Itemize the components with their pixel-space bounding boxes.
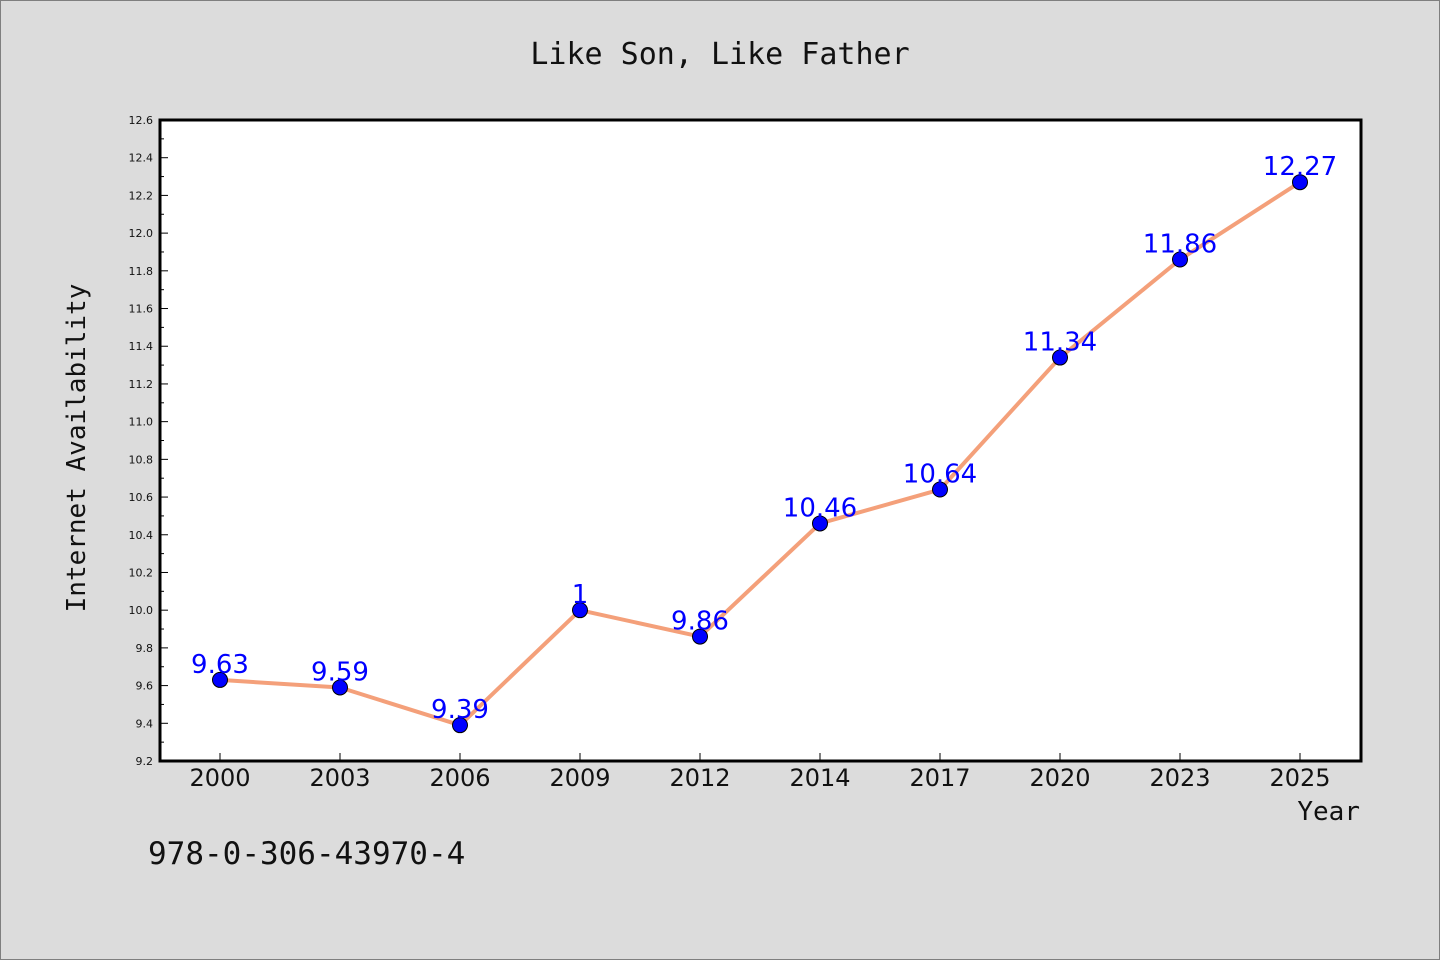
y-tick-label: 10.6 <box>129 491 154 504</box>
y-tick-label: 11.8 <box>129 265 154 278</box>
x-tick-label: 2025 <box>1269 764 1330 792</box>
y-tick-label: 11.4 <box>129 340 154 353</box>
y-tick-label: 9.4 <box>136 717 154 730</box>
y-tick-label: 12.0 <box>129 227 154 240</box>
y-tick-label: 10.4 <box>129 529 154 542</box>
x-axis-ticks: 2000 2003 2006 2009 2012 2014 2017 2020 2023 2025 <box>189 753 1331 792</box>
y-tick-label: 9.8 <box>136 642 154 655</box>
footnote-code: 978-0-306-43970-4 <box>148 836 465 872</box>
data-point <box>452 717 468 734</box>
y-axis-ticks: 9.2 9.4 9.6 9.8 10.0 10.2 10.4 10.6 10.8 11.0 11.2… <box>129 114 168 768</box>
plot-area <box>158 118 1363 763</box>
data-label: 11.34 <box>1023 328 1097 358</box>
x-tick-label: 2023 <box>1149 764 1210 792</box>
data-point <box>1172 251 1188 268</box>
y-tick-label: 11.2 <box>129 378 154 391</box>
x-axis-label: Year <box>1297 797 1360 827</box>
data-point <box>1292 174 1308 191</box>
data-label: 9.86 <box>671 607 729 637</box>
x-tick-label: 2020 <box>1029 764 1090 792</box>
data-label: 11.86 <box>1143 230 1217 260</box>
y-tick-label: 9.2 <box>136 755 154 768</box>
data-point <box>212 671 228 688</box>
data-point <box>692 628 708 645</box>
data-point <box>812 515 828 532</box>
x-tick-label: 2014 <box>789 764 850 792</box>
data-point <box>332 679 348 696</box>
y-tick-label: 12.2 <box>129 189 154 202</box>
data-label: 10.46 <box>783 493 857 523</box>
y-tick-label: 10.8 <box>129 453 154 466</box>
y-tick-label: 11.6 <box>129 303 154 316</box>
y-tick-label: 12.6 <box>129 114 154 127</box>
x-tick-label: 2017 <box>909 764 970 792</box>
x-tick-label: 2003 <box>309 764 370 792</box>
data-labels: 9.63 9.59 9.39 1 9.86 10.46 10.64 11.34 11.86 12.… <box>191 152 1337 725</box>
data-point <box>1052 349 1068 366</box>
data-label: 9.59 <box>311 657 369 687</box>
y-tick-label: 10.0 <box>129 604 154 617</box>
x-tick-label: 2009 <box>549 764 610 792</box>
y-tick-label: 10.2 <box>129 566 154 579</box>
data-label: 1 <box>572 580 589 610</box>
x-tick-label: 2006 <box>429 764 490 792</box>
y-tick-label: 11.0 <box>129 416 154 429</box>
data-point <box>572 602 588 619</box>
y-tick-label: 9.6 <box>136 680 154 693</box>
chart-title: Like Son, Like Father <box>530 37 909 72</box>
y-axis-label: Internet Availability <box>62 284 92 613</box>
y-tick-label: 12.4 <box>129 152 154 165</box>
x-tick-label: 2000 <box>189 764 250 792</box>
data-label: 10.64 <box>903 460 977 490</box>
series-layer <box>212 174 1308 734</box>
data-label: 12.27 <box>1263 152 1337 182</box>
data-label: 9.39 <box>431 695 489 725</box>
data-point <box>932 481 948 498</box>
data-label: 9.63 <box>191 650 249 680</box>
x-tick-label: 2012 <box>669 764 730 792</box>
series-line <box>219 180 1302 728</box>
